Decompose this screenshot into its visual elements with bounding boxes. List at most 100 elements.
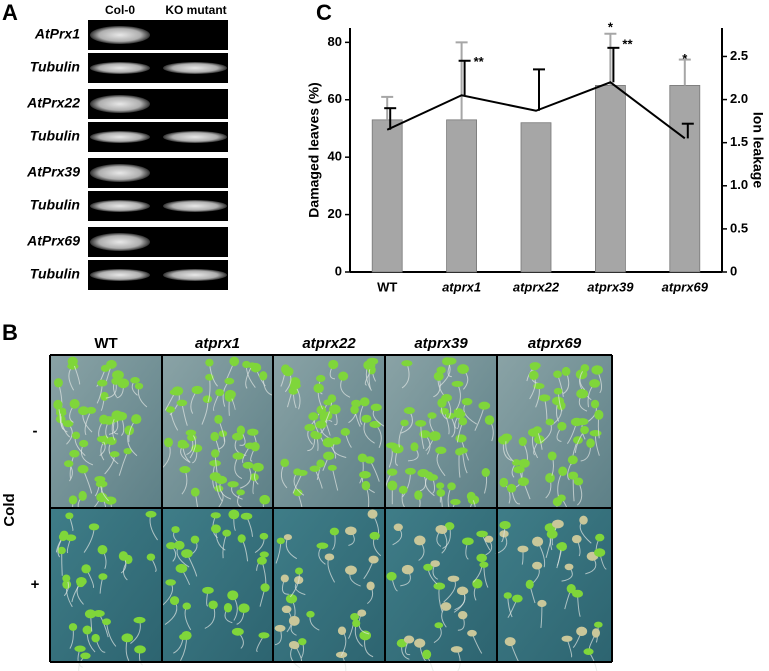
y-tick-label: 80 xyxy=(328,34,342,49)
seedling xyxy=(76,578,86,588)
seedling xyxy=(553,370,562,378)
seedling xyxy=(414,490,423,501)
y2-tick-label: 1.0 xyxy=(730,177,748,192)
y-tick-label: 40 xyxy=(328,149,342,164)
seedling xyxy=(117,378,130,389)
seedling xyxy=(401,360,413,367)
y2-axis-label: Ion leakage xyxy=(750,112,766,188)
seedling xyxy=(435,525,447,534)
seedling xyxy=(576,626,588,637)
seedling xyxy=(146,553,156,561)
seedling xyxy=(71,431,81,440)
seedling xyxy=(97,544,108,555)
seedling xyxy=(111,377,120,385)
seedling xyxy=(410,442,419,452)
row-title: Cold xyxy=(1,493,18,526)
seedling xyxy=(461,397,473,406)
seedling xyxy=(97,379,108,387)
seedling xyxy=(169,596,180,606)
seedling xyxy=(231,627,244,636)
seedling xyxy=(552,396,564,406)
seedling xyxy=(179,633,188,640)
seedling xyxy=(580,364,590,373)
seedling xyxy=(256,556,267,565)
seedling xyxy=(363,360,373,370)
x-tick-label: atprx22 xyxy=(513,279,560,294)
seedling xyxy=(533,382,545,390)
seedling xyxy=(364,456,375,464)
y2-tick-label: 2.0 xyxy=(730,91,748,106)
bar xyxy=(669,85,701,273)
seedling xyxy=(366,581,375,591)
seedling xyxy=(67,356,78,367)
seedling xyxy=(352,619,361,628)
seedling xyxy=(594,621,603,628)
seedling xyxy=(345,565,357,575)
seedling xyxy=(512,594,523,603)
seedling xyxy=(417,469,430,478)
seedling xyxy=(106,436,117,446)
seedling xyxy=(247,362,257,369)
seedling xyxy=(570,417,583,427)
seedling xyxy=(433,582,446,590)
seedling xyxy=(571,534,582,544)
seedling xyxy=(528,370,539,380)
row-label: - xyxy=(33,422,38,439)
seedling xyxy=(331,437,342,445)
seedling xyxy=(309,465,320,472)
seedling xyxy=(398,485,408,494)
seedling xyxy=(171,526,180,533)
seedling xyxy=(205,358,214,367)
seedling xyxy=(511,459,521,466)
seedling xyxy=(403,407,415,415)
seedling xyxy=(295,567,304,575)
seedling xyxy=(165,579,176,586)
seedling xyxy=(232,452,245,460)
seedling xyxy=(403,635,415,644)
seedling xyxy=(100,391,109,401)
seedling xyxy=(567,455,578,465)
seedling xyxy=(558,466,568,477)
seedling xyxy=(595,533,605,542)
panel-label: B xyxy=(2,320,18,345)
seedling xyxy=(530,363,540,371)
seedling xyxy=(414,638,426,648)
seedling xyxy=(259,532,269,540)
seedling xyxy=(298,638,307,646)
seedling xyxy=(53,378,63,388)
seedling xyxy=(386,571,397,581)
seedling xyxy=(450,498,461,505)
seedling xyxy=(208,600,218,610)
seedling xyxy=(227,481,239,488)
seedling xyxy=(476,553,488,563)
seedling xyxy=(182,602,191,610)
seedling xyxy=(455,448,464,456)
seedling xyxy=(102,618,111,626)
seedling xyxy=(281,605,292,614)
seedling xyxy=(224,389,236,399)
seedling xyxy=(583,648,594,656)
seedling xyxy=(387,480,398,491)
seedling xyxy=(274,624,286,632)
gel-band xyxy=(163,200,227,212)
seedling xyxy=(82,625,92,635)
bar xyxy=(520,122,552,273)
seedling xyxy=(435,446,447,455)
column-label: atprx69 xyxy=(528,335,582,352)
seedling xyxy=(111,410,123,421)
seedling xyxy=(532,561,543,570)
seedling xyxy=(436,482,445,489)
seedling xyxy=(166,542,177,550)
seedling xyxy=(130,377,140,384)
seedling xyxy=(145,510,157,518)
seedling xyxy=(561,366,571,376)
annotation: * xyxy=(608,19,614,34)
seedling xyxy=(456,586,469,596)
seedling xyxy=(404,467,416,475)
seedling xyxy=(532,536,544,547)
seedling xyxy=(324,553,335,561)
seedling xyxy=(100,364,110,372)
seedling xyxy=(74,645,86,652)
seedling xyxy=(561,635,573,642)
